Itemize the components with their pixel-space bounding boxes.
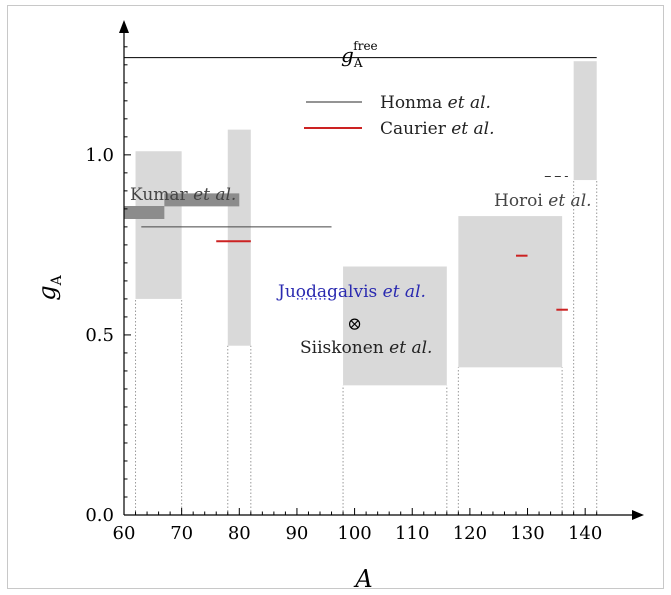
x-tick-label: 120 <box>453 523 487 544</box>
annotation-siiskonen: Siiskonen et al. <box>300 338 432 358</box>
range-box-3 <box>458 216 563 368</box>
x-tick-label: 130 <box>510 523 544 544</box>
x-tick-label: 70 <box>170 523 193 544</box>
siiskonen-point-cross-b <box>350 320 359 329</box>
y-tick-label: 0.5 <box>85 325 114 346</box>
y-axis-label: gA <box>33 274 65 300</box>
siiskonen-point <box>348 318 361 330</box>
annotation-juodagalvis: Juodagalvis et al. <box>276 282 426 302</box>
range-box-4 <box>573 61 597 181</box>
gA-free-label: gAfree <box>341 39 378 70</box>
x-tick-label: 80 <box>228 523 251 544</box>
range-box-1 <box>227 129 251 346</box>
y-tick-label: 1.0 <box>85 145 114 166</box>
figure-frame <box>7 5 664 589</box>
x-tick-label: 140 <box>568 523 602 544</box>
range-box-2 <box>343 266 447 386</box>
x-axis-arrow <box>632 510 644 520</box>
x-tick-label: 100 <box>337 523 371 544</box>
x-axis-label: A <box>353 565 372 591</box>
legend-caurier-label: Caurier et al. <box>380 119 495 139</box>
y-axis-arrow <box>119 20 129 33</box>
range-box-0 <box>135 151 182 299</box>
annotation-kumar: Kumar et al. <box>130 185 236 205</box>
y-tick-label: 0.0 <box>85 505 114 526</box>
legend-honma-label: Honma et al. <box>380 93 491 113</box>
x-tick-label: 60 <box>113 523 136 544</box>
x-tick-label: 110 <box>395 523 429 544</box>
x-tick-label: 90 <box>285 523 308 544</box>
annotation-horoi: Horoi et al. <box>494 191 592 211</box>
